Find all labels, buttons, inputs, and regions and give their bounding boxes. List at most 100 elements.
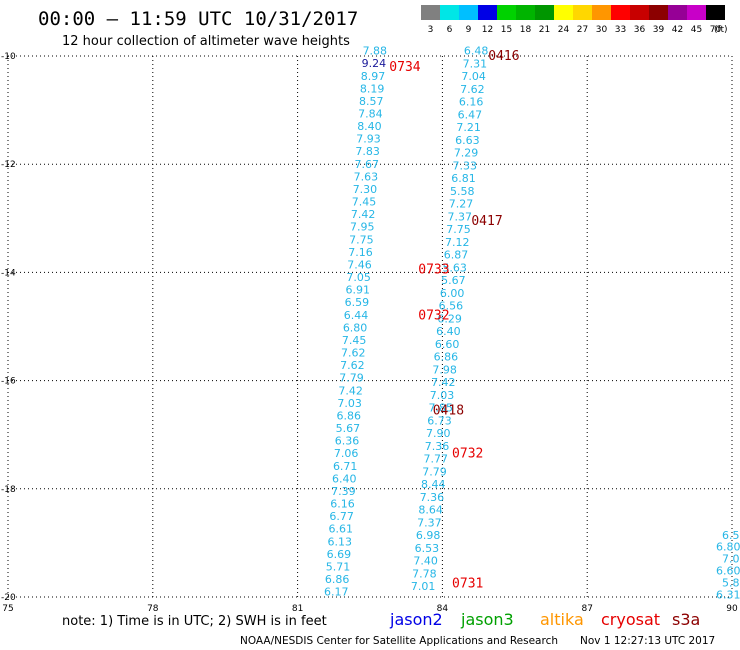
grid bbox=[7, 55, 733, 598]
legend-bin-label: 24 bbox=[558, 25, 570, 35]
swh-value: 7.00 bbox=[722, 553, 740, 566]
legend-swatch bbox=[421, 5, 440, 20]
swh-value: 6.36 bbox=[335, 435, 360, 448]
swh-value: 7.62 bbox=[340, 359, 365, 372]
swh-value: 7.36 bbox=[425, 440, 450, 453]
swh-value: 6.86 bbox=[337, 409, 362, 422]
swh-value: 7.12 bbox=[445, 236, 470, 249]
swh-value: 7.37 bbox=[417, 516, 442, 529]
satellite-legend-entry: jason2 bbox=[389, 610, 443, 629]
legend-swatch bbox=[554, 5, 573, 20]
swh-value: 6.63 bbox=[455, 134, 480, 147]
footer-credit: NOAA/NESDIS Center for Satellite Applica… bbox=[240, 635, 558, 647]
swh-value: 6.56 bbox=[439, 300, 464, 313]
swh-value: 7.79 bbox=[422, 465, 447, 478]
swh-value: 7.27 bbox=[449, 198, 474, 211]
swh-value: 5.63 bbox=[442, 261, 467, 274]
swh-value: 7.42 bbox=[338, 384, 363, 397]
swh-value: 6.16 bbox=[330, 498, 355, 511]
legend-swatch bbox=[573, 5, 592, 20]
swh-value: 6.59 bbox=[345, 296, 370, 309]
legend-swatch bbox=[706, 5, 725, 20]
y-tick-label: -12 bbox=[1, 160, 16, 170]
legend-swatch bbox=[516, 5, 535, 20]
swh-value: 6.71 bbox=[333, 460, 358, 473]
legend-swatch bbox=[459, 5, 478, 20]
legend-bin-label: 36 bbox=[634, 25, 646, 35]
legend-swatch bbox=[497, 5, 516, 20]
swh-value: 7.78 bbox=[412, 567, 437, 580]
pass-label: 0731 bbox=[452, 576, 483, 591]
x-tick-label: 87 bbox=[581, 604, 592, 614]
y-tick-label: -18 bbox=[1, 485, 16, 495]
legend-swatch bbox=[478, 5, 497, 20]
x-tick-label: 75 bbox=[2, 604, 13, 614]
swh-value: 6.69 bbox=[327, 548, 352, 561]
swh-value: 7.42 bbox=[351, 208, 376, 221]
swh-value: 7.04 bbox=[461, 70, 486, 83]
legend-bin-label: 3 bbox=[428, 25, 434, 35]
swh-value: 7.03 bbox=[337, 397, 362, 410]
legend-swatch bbox=[630, 5, 649, 20]
swh-value: 6.40 bbox=[436, 325, 461, 338]
swh-value: 7.46 bbox=[347, 258, 372, 271]
swh-value: 7.01 bbox=[411, 580, 436, 593]
swh-value: 7.75 bbox=[446, 223, 471, 236]
swh-value: 6.29 bbox=[437, 312, 462, 325]
legend-unit: (ft) bbox=[714, 25, 728, 35]
y-tick-label: -10 bbox=[1, 52, 16, 62]
x-tick-label: 84 bbox=[437, 604, 449, 614]
swh-value: 7.62 bbox=[460, 83, 485, 96]
legend-bin-label: 70 bbox=[710, 25, 722, 35]
legend-swatch bbox=[687, 5, 706, 20]
plot-area: 75 78 81 84 87 90-10-12-14-16-18-20 7.889.248… bbox=[1, 45, 740, 614]
satellite-legend-entry: jason3 bbox=[460, 610, 514, 629]
swh-value: 6.60 bbox=[716, 564, 740, 577]
x-tick-label: 90 bbox=[726, 604, 738, 614]
swh-value: 7.79 bbox=[339, 372, 364, 385]
swh-value: 5.67 bbox=[441, 274, 466, 287]
legend-bin-label: 9 bbox=[466, 25, 472, 35]
swh-value: 6.00 bbox=[440, 287, 465, 300]
legend-bin-label: 6 bbox=[447, 25, 453, 35]
swh-value: 7.03 bbox=[430, 389, 455, 402]
satellite-legend: jason2 jason3 altika cryosat s3a bbox=[389, 610, 700, 629]
x-tick-label: 78 bbox=[147, 604, 159, 614]
swh-value: 6.80 bbox=[716, 541, 740, 554]
swh-value: 7.98 bbox=[432, 363, 457, 376]
legend-bin-label: 15 bbox=[501, 25, 512, 35]
y-tick-label: -14 bbox=[1, 268, 16, 278]
pass-label: 0732 bbox=[418, 309, 449, 324]
swh-value: 5.82 bbox=[722, 576, 740, 589]
legend-bin-label: 12 bbox=[482, 25, 493, 35]
y-tick-label: -16 bbox=[1, 377, 16, 387]
swh-value: 7.90 bbox=[426, 427, 451, 440]
swh-value: 6.47 bbox=[458, 108, 483, 121]
pass-label: 0417 bbox=[471, 214, 502, 229]
swh-value: 7.40 bbox=[413, 555, 438, 568]
swh-value: 6.61 bbox=[328, 523, 353, 536]
footer-timestamp: Nov 1 12:27:13 UTC 2017 bbox=[580, 635, 715, 647]
legend-swatch bbox=[649, 5, 668, 20]
swh-value: 6.48 bbox=[464, 45, 489, 58]
swh-value: 6.60 bbox=[435, 338, 460, 351]
legend-bin-label: 39 bbox=[653, 25, 665, 35]
swh-value: 7.29 bbox=[454, 147, 479, 160]
swh-value: 8.40 bbox=[357, 120, 382, 133]
color-legend: 3 6 9 12 15 18 21 24 27 30 33 36 39 42 45 70 bbox=[421, 5, 725, 35]
swh-value: 8.57 bbox=[359, 95, 384, 108]
swh-value: 6.86 bbox=[325, 573, 350, 586]
swh-value: 8.19 bbox=[360, 82, 385, 95]
swh-value: 6.13 bbox=[328, 535, 353, 548]
legend-swatch bbox=[440, 5, 459, 20]
swh-value: 6.77 bbox=[329, 510, 354, 523]
swh-value: 7.63 bbox=[354, 170, 379, 183]
swh-value: 7.30 bbox=[353, 183, 378, 196]
legend-bin-label: 18 bbox=[520, 25, 532, 35]
pass-labels: 0416 0734 0417 0733 0732 0418 0732 0731 bbox=[389, 49, 519, 591]
swh-value: 7.31 bbox=[463, 57, 488, 70]
chart-subtitle: 12 hour collection of altimeter wave hei… bbox=[62, 34, 350, 49]
swh-value: 6.31 bbox=[716, 588, 740, 601]
swh-value: 7.95 bbox=[350, 221, 375, 234]
swh-value: 6.50 bbox=[722, 529, 740, 542]
